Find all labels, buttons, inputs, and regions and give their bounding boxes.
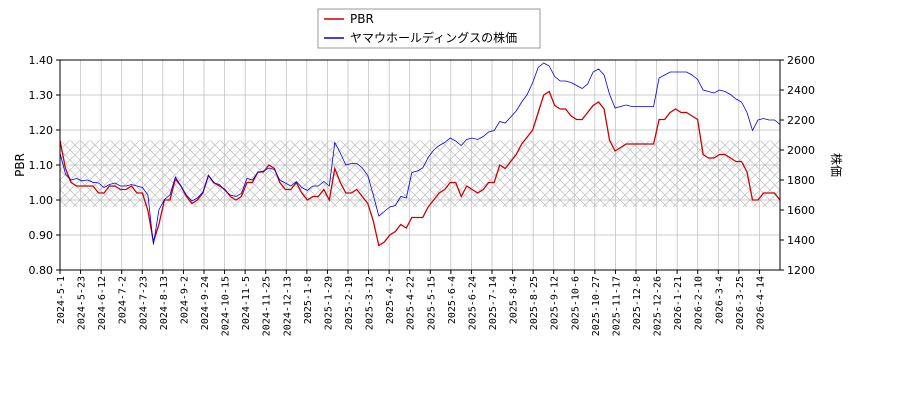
x-tick-label: 2024-5-23 (77, 276, 88, 330)
x-tick-label: 2024-12-13 (282, 276, 293, 336)
right-tick-label: 1400 (787, 234, 815, 247)
x-tick-label: 2025-11-17 (611, 276, 622, 336)
x-tick-label: 2026-3-4 (714, 276, 725, 324)
x-tick-label: 2025-10-27 (591, 276, 602, 336)
x-tick-label: 2025-10-6 (570, 276, 581, 330)
x-tick-label: 2025-7-14 (488, 276, 499, 330)
legend-label-price: ヤマウホールディングスの株価 (350, 30, 517, 45)
x-tick-label: 2025-12-8 (632, 276, 643, 330)
x-tick-label: 2025-4-2 (385, 276, 396, 324)
legend: PBR ヤマウホールディングスの株価 (317, 8, 541, 49)
right-tick-label: 1200 (787, 264, 815, 277)
left-tick-label: 1.30 (29, 89, 54, 102)
x-tick-label: 2025-6-24 (467, 276, 478, 330)
right-tick-label: 2200 (787, 114, 815, 127)
x-tick-label: 2024-7-23 (138, 276, 149, 330)
right-tick-label: 1800 (787, 174, 815, 187)
x-tick-label: 2025-2-19 (344, 276, 355, 330)
x-tick-label: 2025-6-4 (447, 276, 458, 324)
right-tick-label: 2600 (787, 54, 815, 67)
pbr-band (60, 140, 780, 207)
x-tick-label: 2024-8-13 (159, 276, 170, 330)
x-tick-label: 2026-4-14 (755, 276, 766, 330)
x-tick-label: 2024-9-24 (200, 276, 211, 330)
right-tick-label: 2400 (787, 84, 815, 97)
x-tick-label: 2025-8-4 (509, 276, 520, 324)
left-tick-label: 1.20 (29, 124, 54, 137)
stock-price-line (60, 62, 780, 245)
x-tick-label: 2025-12-26 (653, 276, 664, 336)
left-tick-label: 0.90 (29, 229, 54, 242)
x-tick-label: 2026-3-25 (735, 276, 746, 330)
x-tick-label: 2024-11-25 (262, 276, 273, 336)
x-tick-label: 2024-7-2 (118, 276, 129, 324)
x-axis-ticks: 2024-5-1 2024-5-23 2024-6-12 2024-7-2 2024-7… (56, 270, 766, 336)
x-tick-label: 2025-5-15 (426, 276, 437, 330)
series (60, 62, 780, 247)
left-axis-label: PBR (13, 153, 27, 177)
right-axis-label: 株価 (829, 153, 844, 177)
left-tick-label: 1.10 (29, 159, 54, 172)
x-tick-label: 2024-5-1 (56, 276, 67, 324)
x-tick-label: 2024-6-12 (97, 276, 108, 330)
left-tick-label: 1.40 (29, 54, 54, 67)
x-tick-label: 2025-4-22 (406, 276, 417, 330)
x-tick-label: 2024-9-2 (179, 276, 190, 324)
x-tick-label: 2026-2-10 (694, 276, 705, 330)
x-tick-label: 2025-9-12 (550, 276, 561, 330)
x-tick-label: 2025-1-8 (303, 276, 314, 324)
x-tick-label: 2025-3-12 (365, 276, 376, 330)
left-tick-label: 0.80 (29, 264, 54, 277)
x-tick-label: 2024-10-15 (221, 276, 232, 336)
x-tick-label: 2026-1-21 (673, 276, 684, 330)
right-axis-ticks: 1200 1400 1600 1800 2000 2200 2400 2600 (780, 54, 815, 277)
right-tick-label: 2000 (787, 144, 815, 157)
x-tick-label: 2024-11-5 (241, 276, 252, 330)
left-axis-ticks: 0.80 0.90 1.00 1.10 1.20 1.30 1.40 (29, 54, 60, 277)
left-tick-label: 1.00 (29, 194, 54, 207)
legend-label-pbr: PBR (350, 12, 374, 26)
x-tick-label: 2025-8-25 (529, 276, 540, 330)
legend-box (317, 8, 541, 49)
x-tick-label: 2025-1-29 (323, 276, 334, 330)
right-tick-label: 1600 (787, 204, 815, 217)
